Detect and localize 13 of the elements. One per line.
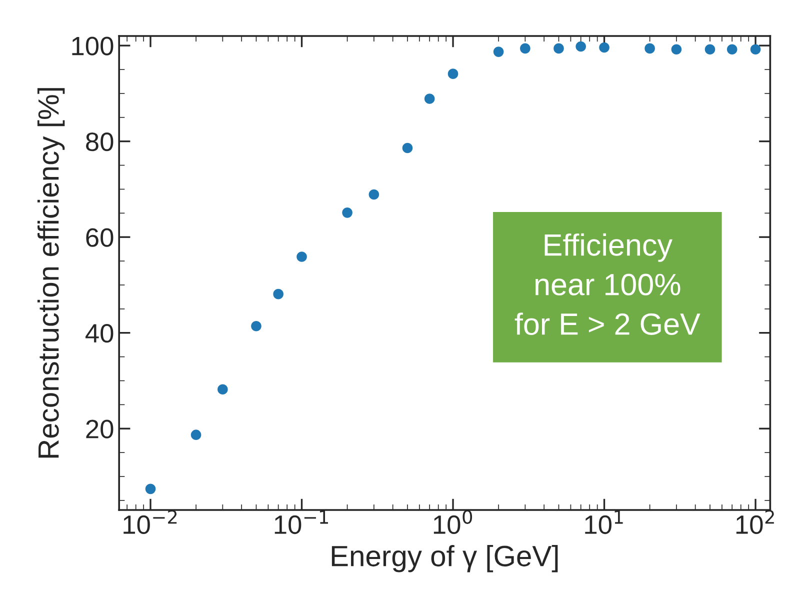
y-tick-label: 40: [85, 324, 114, 343]
y-tick-label: 80: [86, 132, 114, 152]
x-tick-label: 10$^{1}$: [585, 510, 623, 534]
x-axis-title: Energy of γ [GeV]: [332, 545, 558, 572]
x-tick-label: 10$^{2}$: [736, 510, 774, 534]
x-tick-label: 10$^{0}$: [434, 510, 472, 534]
y-tick-label: 20: [86, 420, 114, 438]
annotation: Efficiency near 100% for E > 2 GeV: [514, 233, 700, 335]
x-tick-label: 10$^{−1}$: [274, 510, 328, 534]
y-tick-label: 100: [72, 36, 114, 56]
y-tick-label: 60: [86, 228, 114, 247]
y-axis-title: Reconstruction efficiency [%]: [37, 88, 65, 458]
x-tick-label: 10$^{−2}$: [124, 510, 177, 534]
